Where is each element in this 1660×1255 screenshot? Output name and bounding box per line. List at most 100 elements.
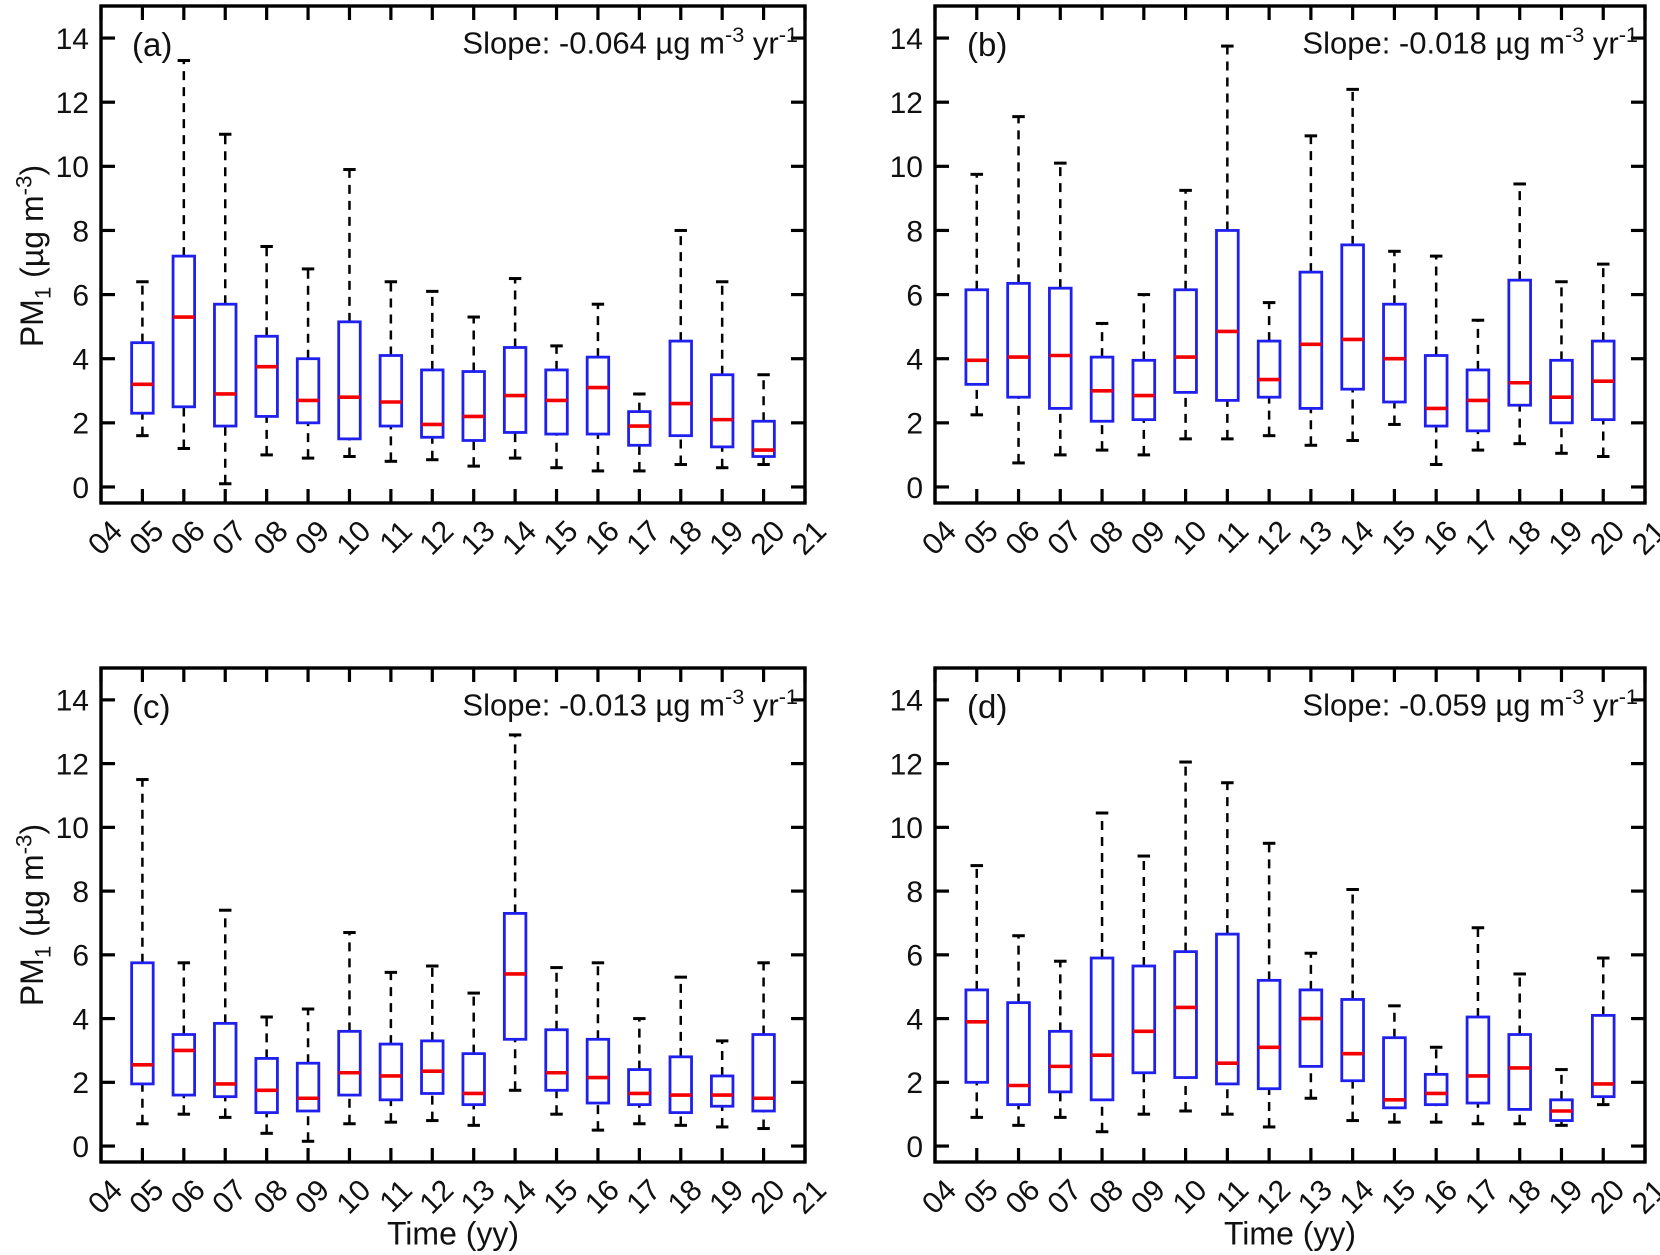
- box-plot-c-17: [627, 1017, 652, 1126]
- y-tick-label: 10: [890, 151, 923, 184]
- box-plot-a-17: [627, 392, 652, 473]
- y-tick-label: 2: [906, 408, 923, 441]
- y-tick-label: 8: [906, 215, 923, 248]
- iqr-box: [585, 355, 611, 436]
- y-label-text: (µg m: [14, 854, 51, 946]
- slope-text: Slope: -0.018 µg m: [1302, 25, 1565, 61]
- box-plot-d-13: [1298, 951, 1324, 1100]
- box-plot-d-11: [1215, 781, 1240, 1116]
- x-tick-label: 08: [248, 515, 295, 562]
- y-label-text: (µg m: [14, 195, 51, 287]
- iqr-box: [710, 1074, 735, 1108]
- slope-text: yr: [744, 687, 779, 723]
- y-label-subscript: 1: [30, 286, 56, 300]
- x-tick-label: 20: [745, 515, 792, 562]
- iqr-box: [1549, 358, 1574, 425]
- x-tick-label: 17: [620, 1174, 667, 1221]
- box-plot-d-07: [1048, 959, 1073, 1119]
- iqr-box: [171, 254, 196, 409]
- slope-superscript: -1: [778, 22, 798, 47]
- x-tick-label: 18: [1501, 1174, 1548, 1221]
- iqr-box: [1131, 964, 1157, 1075]
- iqr-box: [502, 346, 528, 434]
- box-plot-b-08: [1089, 321, 1115, 452]
- y-tick-label: 14: [890, 23, 923, 56]
- box-plot-c-06: [171, 961, 196, 1116]
- x-tick-label: 16: [579, 1174, 626, 1221]
- x-tick-label: 08: [1083, 1174, 1130, 1221]
- box-plot-c-18: [668, 975, 693, 1127]
- box-plot-c-12: [420, 964, 445, 1123]
- box-plot-a-13: [461, 315, 486, 468]
- iqr-box: [171, 1033, 196, 1097]
- y-tick-label: 4: [72, 1003, 89, 1036]
- y-tick-label: 2: [72, 408, 89, 441]
- box-plot-d-09: [1131, 854, 1157, 1116]
- slope-text: yr: [744, 25, 779, 61]
- slope-superscript: -3: [1564, 684, 1585, 709]
- x-tick-label: 18: [1501, 515, 1548, 562]
- box-plot-c-05: [130, 778, 155, 1126]
- y-tick-label: 12: [890, 87, 923, 120]
- y-tick-label: 8: [906, 876, 923, 909]
- axes-frame: [933, 4, 1647, 505]
- iqr-box: [1340, 998, 1365, 1083]
- slope-annotation-b: Slope: -0.018 µg m-3 yr-1: [1302, 22, 1638, 61]
- y-tick-label: 10: [890, 812, 923, 845]
- y-tick-label: 10: [56, 151, 89, 184]
- y-axis-label-bottom: PM1 (µg m-3): [11, 824, 56, 1006]
- iqr-box: [1423, 1072, 1449, 1107]
- y-tick-label: 4: [72, 344, 89, 377]
- y-tick-label: 6: [72, 940, 89, 973]
- box-plot-a-19: [710, 280, 735, 470]
- iqr-box: [254, 1057, 279, 1114]
- slope-superscript: -3: [724, 684, 745, 709]
- box-plot-c-11: [378, 970, 404, 1124]
- y-tick-label: 14: [56, 685, 89, 718]
- y-tick-label: 8: [72, 215, 89, 248]
- slope-annotation-a: Slope: -0.064 µg m-3 yr-1: [462, 22, 798, 61]
- slope-superscript: -3: [1564, 22, 1585, 47]
- iqr-box: [751, 419, 776, 458]
- iqr-box: [295, 1061, 321, 1113]
- x-tick-label: 12: [1250, 515, 1297, 562]
- x-tick-label: 07: [206, 1174, 253, 1221]
- x-tick-label: 20: [1584, 515, 1631, 562]
- iqr-box: [1131, 358, 1157, 422]
- x-tick-label: 19: [1542, 1174, 1589, 1221]
- x-tick-label: 20: [1584, 1174, 1631, 1221]
- y-tick-label: 2: [72, 1067, 89, 1100]
- slope-superscript: -1: [778, 684, 798, 709]
- iqr-box: [1048, 286, 1073, 410]
- box-plot-a-07: [213, 132, 238, 486]
- box-plot-b-13: [1298, 134, 1324, 447]
- x-tick-label: 19: [1542, 515, 1589, 562]
- x-tick-label: 07: [1041, 515, 1088, 562]
- slope-text: Slope: -0.013 µg m: [462, 687, 725, 723]
- x-tick-label: 06: [165, 515, 212, 562]
- y-tick-label: 6: [72, 279, 89, 312]
- y-tick-label: 14: [890, 685, 923, 718]
- iqr-box: [1006, 1001, 1031, 1107]
- x-tick-label: 13: [1292, 515, 1339, 562]
- axes-frame: [99, 666, 807, 1164]
- iqr-box: [1382, 302, 1407, 404]
- panel-b: 0405060708091011121314151617181920210246…: [890, 4, 1660, 562]
- box-plot-a-09: [295, 267, 321, 460]
- iqr-box: [1089, 956, 1115, 1102]
- iqr-box: [964, 988, 990, 1084]
- x-tick-label: 17: [1459, 515, 1506, 562]
- iqr-box: [1256, 339, 1282, 399]
- x-tick-label: 12: [413, 515, 460, 562]
- y-label-subscript: 1: [30, 945, 56, 959]
- y-tick-label: 12: [56, 87, 89, 120]
- iqr-box: [1298, 988, 1324, 1068]
- box-plot-b-17: [1465, 318, 1491, 452]
- x-tick-label: 14: [1334, 515, 1381, 562]
- x-tick-label: 18: [662, 1174, 709, 1221]
- y-tick-label: 4: [906, 344, 923, 377]
- x-tick-label: 13: [1292, 1174, 1339, 1221]
- x-tick-label: 17: [620, 515, 667, 562]
- x-tick-label: 11: [373, 515, 418, 560]
